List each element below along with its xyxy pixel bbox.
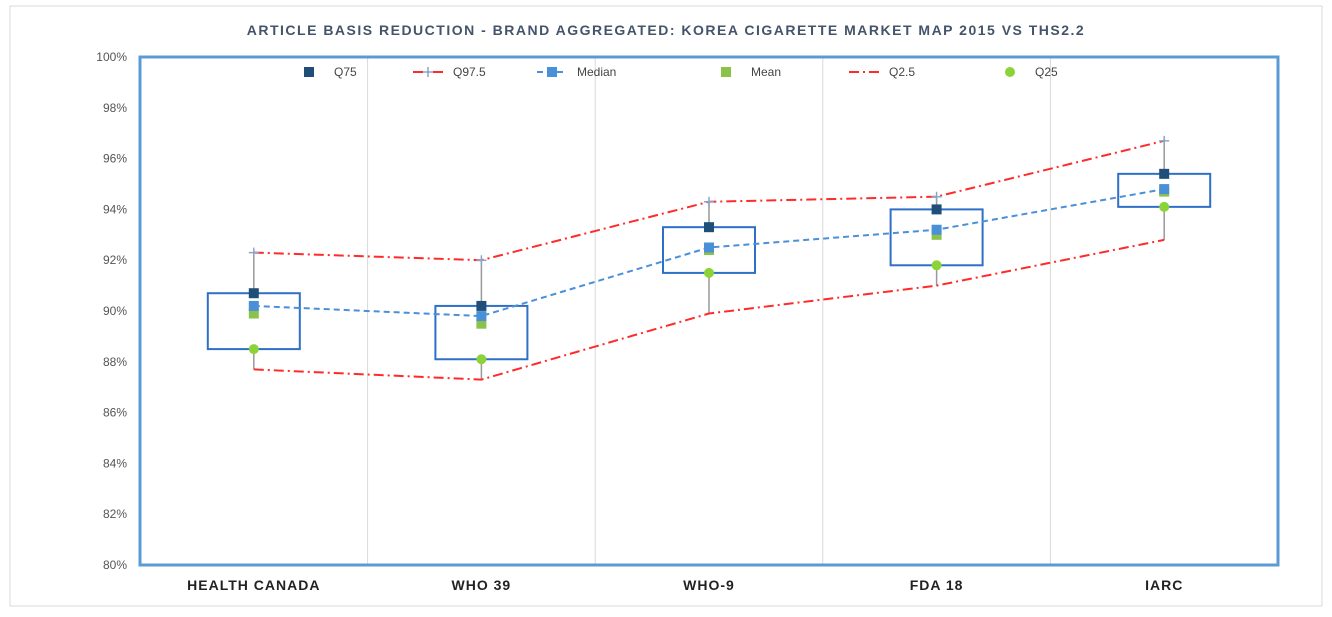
marker-q97-5 xyxy=(704,196,714,207)
legend-label-q25: Q25 xyxy=(1035,65,1058,79)
y-tick-label: 82% xyxy=(103,507,127,521)
legend-label-q97-5: Q97.5 xyxy=(453,65,486,79)
legend-label-mean: Mean xyxy=(751,65,781,79)
y-tick-label: 86% xyxy=(103,406,127,420)
legend: Q75 Q97.5 Median Mean Q2.5 Q25 xyxy=(304,65,1058,79)
y-tick-label: 96% xyxy=(103,152,127,166)
legend-label-q2-5: Q2.5 xyxy=(889,65,915,79)
legend-marker-mean xyxy=(721,67,731,77)
marker-q25 xyxy=(1159,201,1170,212)
legend-label-q75: Q75 xyxy=(334,65,357,79)
x-axis-categories: HEALTH CANADA WHO 39 WHO-9 FDA 18 IARC xyxy=(187,577,1183,593)
marker-median xyxy=(248,300,259,311)
marker-mean xyxy=(248,308,259,319)
marker-q75 xyxy=(476,300,487,311)
y-tick-label: 100% xyxy=(96,50,127,64)
legend-label-median: Median xyxy=(577,65,616,79)
series-line-q2-5 xyxy=(253,238,1165,381)
marker-q97-5 xyxy=(248,247,259,258)
plot-area-frame xyxy=(138,55,1280,567)
marker-q75 xyxy=(704,222,714,233)
marker-q25 xyxy=(248,344,259,355)
marker-median xyxy=(476,311,487,322)
marker-mean xyxy=(476,318,487,329)
x-category-label: WHO-9 xyxy=(683,577,735,593)
marker-q75 xyxy=(248,288,259,299)
marker-median xyxy=(704,242,714,253)
y-tick-label: 92% xyxy=(103,253,127,267)
iqr-box xyxy=(206,292,301,351)
marker-q25 xyxy=(931,260,942,271)
x-category-label: FDA 18 xyxy=(910,577,964,593)
x-category-label: HEALTH CANADA xyxy=(187,577,320,593)
chart-title: ARTICLE BASIS REDUCTION - BRAND AGGREGAT… xyxy=(247,22,1085,38)
y-tick-label: 90% xyxy=(103,304,127,318)
legend-marker-q75 xyxy=(304,67,314,77)
y-tick-label: 84% xyxy=(103,456,127,470)
y-tick-label: 94% xyxy=(103,202,127,216)
series-markers xyxy=(248,135,1170,365)
y-tick-label: 88% xyxy=(103,355,127,369)
legend-marker-q97-5 xyxy=(423,67,433,77)
marker-median xyxy=(931,224,942,235)
marker-q25 xyxy=(704,267,714,278)
y-axis-ticks: 80% 82% 84% 86% 88% 90% 92% 94% 96% 98% 100% xyxy=(96,50,127,572)
x-category-label: IARC xyxy=(1145,577,1183,593)
marker-mean xyxy=(931,229,942,240)
marker-q25 xyxy=(476,354,487,365)
marker-q97-5 xyxy=(1159,135,1170,146)
legend-marker-median xyxy=(547,67,557,77)
marker-q97-5 xyxy=(931,191,942,202)
y-tick-label: 98% xyxy=(103,101,127,115)
marker-q97-5 xyxy=(476,255,487,266)
marker-q75 xyxy=(931,204,942,215)
legend-marker-q25 xyxy=(1005,67,1015,77)
marker-q75 xyxy=(1159,168,1170,179)
marker-median xyxy=(1159,184,1170,195)
x-category-label: WHO 39 xyxy=(452,577,512,593)
y-tick-label: 80% xyxy=(103,558,127,572)
